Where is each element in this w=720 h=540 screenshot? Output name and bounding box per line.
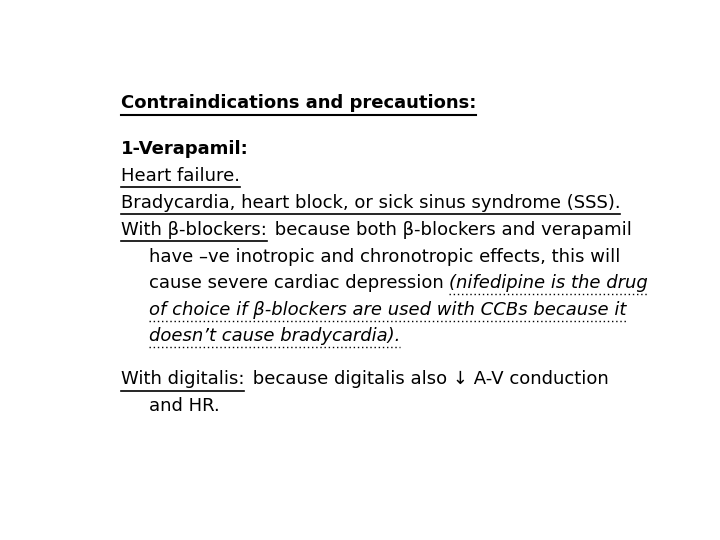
Text: Bradycardia, heart block, or sick sinus syndrome (SSS).: Bradycardia, heart block, or sick sinus …	[121, 194, 621, 212]
Text: (nifedipine is the drug: (nifedipine is the drug	[449, 274, 648, 292]
Text: of choice if β-blockers are used with CCBs because it: of choice if β-blockers are used with CC…	[148, 301, 626, 319]
Text: With β-blockers:: With β-blockers:	[121, 221, 266, 239]
Text: 1-Verapamil:: 1-Verapamil:	[121, 140, 248, 158]
Text: Heart failure.: Heart failure.	[121, 167, 240, 185]
Text: because both β-blockers and verapamil: because both β-blockers and verapamil	[269, 221, 632, 239]
Text: Contraindications and precautions:: Contraindications and precautions:	[121, 94, 476, 112]
Text: cause severe cardiac depression: cause severe cardiac depression	[148, 274, 449, 292]
Text: because digitalis also ↓ A-V conduction: because digitalis also ↓ A-V conduction	[247, 370, 608, 388]
Text: doesn’t cause bradycardia).: doesn’t cause bradycardia).	[148, 327, 400, 345]
Text: and HR.: and HR.	[148, 397, 220, 415]
Text: With digitalis:: With digitalis:	[121, 370, 244, 388]
Text: have –ve inotropic and chronotropic effects, this will: have –ve inotropic and chronotropic effe…	[148, 248, 620, 266]
